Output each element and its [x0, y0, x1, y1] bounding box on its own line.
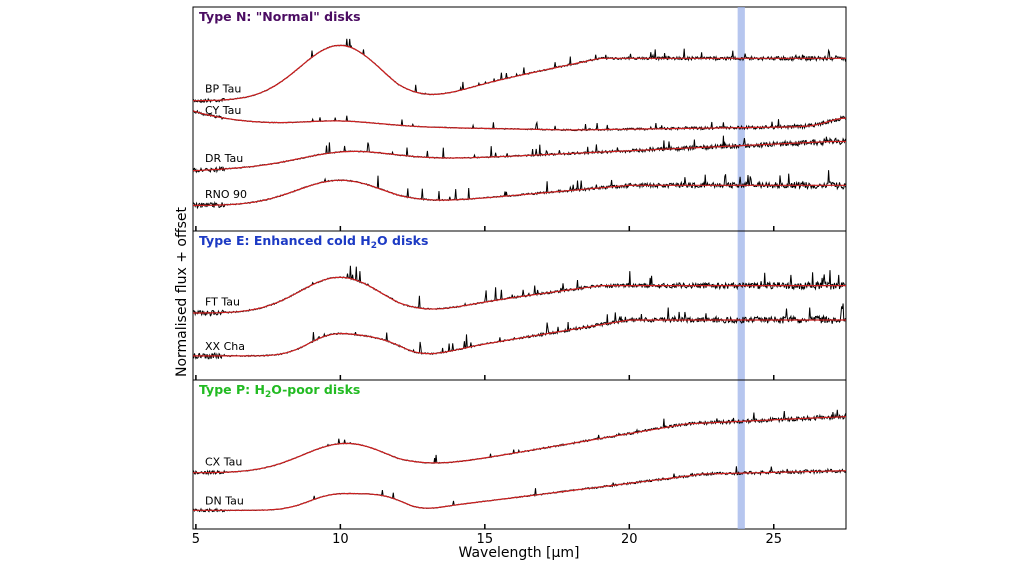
y-axis-title: Normalised flux + offset — [174, 206, 190, 377]
data-line — [192, 409, 847, 476]
x-tick-label: 5 — [192, 532, 200, 547]
x-axis-title: Wavelength [μm] — [459, 545, 580, 561]
model-line — [192, 140, 846, 172]
spectrum-bp-tau — [192, 38, 847, 104]
spectrum-xx-cha — [192, 303, 847, 360]
spectrum-ft-tau — [192, 265, 847, 317]
data-line — [192, 135, 847, 174]
series-label: FT Tau — [205, 296, 240, 309]
model-line — [192, 110, 847, 131]
data-line — [192, 38, 847, 104]
panel-title: Type P: H2O-poor disks — [199, 382, 360, 400]
series-label: CY Tau — [205, 104, 241, 117]
model-line — [193, 416, 847, 474]
series-label: DR Tau — [205, 152, 243, 165]
spectrum-cx-tau — [192, 409, 847, 476]
series-label: CX Tau — [205, 455, 242, 468]
series-label: XX Cha — [205, 340, 245, 353]
model-line — [193, 276, 846, 314]
data-line — [192, 265, 847, 317]
spectrum-cy-tau — [192, 109, 847, 132]
series-label: RNO 90 — [205, 188, 247, 201]
data-line — [192, 303, 847, 360]
model-line — [193, 470, 847, 511]
plot-frame — [192, 6, 847, 530]
spectrum-rno-90 — [192, 170, 847, 210]
series-label: BP Tau — [205, 82, 241, 95]
panel-title: Type E: Enhanced cold H2O disks — [199, 233, 428, 251]
spectrum-dn-tau — [192, 466, 847, 513]
model-line — [192, 179, 846, 207]
x-tick-label: 15 — [477, 532, 494, 547]
data-line — [192, 170, 847, 210]
x-tick-label: 20 — [621, 532, 638, 547]
spectrum-dr-tau — [192, 135, 847, 174]
highlight-band — [737, 7, 745, 529]
model-line — [193, 319, 846, 357]
x-tick-label: 25 — [765, 532, 782, 547]
model-line — [193, 44, 846, 102]
x-tick-label: 10 — [332, 532, 349, 547]
series-label: DN Tau — [205, 494, 244, 507]
panel-title: Type N: "Normal" disks — [199, 9, 361, 24]
